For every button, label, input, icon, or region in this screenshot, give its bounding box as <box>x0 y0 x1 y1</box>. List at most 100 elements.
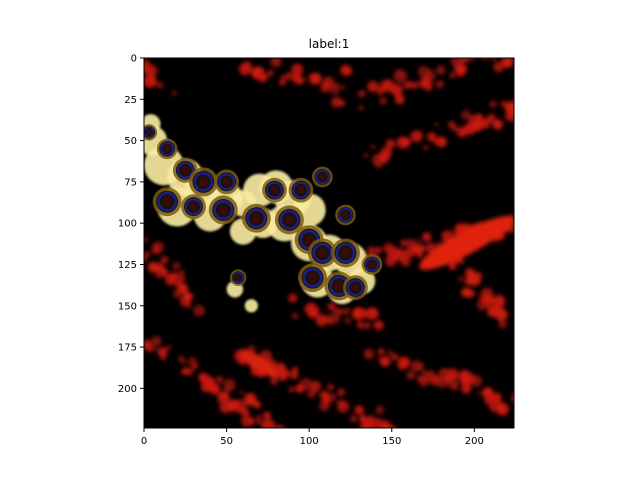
texture-speck <box>315 314 328 327</box>
spot-core <box>218 173 236 191</box>
spot-center <box>218 205 228 215</box>
texture-speck <box>138 331 142 335</box>
texture-speck <box>144 252 148 263</box>
texture-speck <box>436 136 447 148</box>
texture-speck <box>322 81 329 88</box>
texture-speck <box>499 304 504 309</box>
texture-speck <box>344 307 350 314</box>
texture-speck <box>380 146 392 159</box>
texture-speck <box>274 425 285 428</box>
texture-speck <box>267 69 274 77</box>
texture-speck <box>363 321 371 330</box>
texture-speck <box>359 105 364 110</box>
red-texture-layer <box>138 51 528 428</box>
texture-speck <box>256 419 262 425</box>
x-tick-label: 150 <box>382 436 401 447</box>
texture-speck <box>171 90 177 96</box>
texture-speck <box>492 119 503 130</box>
texture-speck <box>416 238 421 244</box>
texture-speck <box>281 74 286 79</box>
texture-speck <box>310 311 317 318</box>
spot-center <box>284 215 294 225</box>
texture-speck <box>460 382 472 394</box>
texture-speck <box>501 58 514 69</box>
texture-speck <box>309 72 322 85</box>
texture-speck <box>379 96 387 105</box>
texture-speck <box>331 96 342 108</box>
spot-center <box>317 248 328 258</box>
spot-core <box>315 169 330 185</box>
spot-center <box>189 202 198 211</box>
spot-center <box>181 166 190 175</box>
texture-speck <box>423 145 429 151</box>
texture-speck <box>508 58 512 59</box>
texture-speck <box>495 308 508 321</box>
texture-speck <box>514 391 524 401</box>
texture-speck <box>421 369 426 375</box>
texture-speck <box>493 61 505 73</box>
texture-speck <box>291 312 299 320</box>
spot-center <box>163 145 171 153</box>
texture-speck <box>438 367 452 381</box>
highlight-blob <box>244 299 258 313</box>
texture-speck <box>327 383 334 391</box>
texture-speck <box>345 68 353 76</box>
texture-speck <box>449 72 456 79</box>
texture-speck <box>373 320 384 331</box>
texture-speck <box>288 386 295 393</box>
texture-speck <box>509 116 514 123</box>
texture-speck <box>152 346 157 352</box>
texture-speck <box>157 347 165 355</box>
texture-speck <box>278 78 287 86</box>
texture-speck <box>424 83 433 91</box>
spot-layer <box>144 124 383 301</box>
texture-speck <box>201 375 215 389</box>
texture-speck <box>460 58 465 60</box>
spot-core <box>232 271 244 284</box>
texture-speck <box>243 393 257 407</box>
texture-speck <box>451 125 459 132</box>
texture-speck <box>285 72 294 81</box>
y-tick-label: 75 <box>124 177 137 188</box>
texture-speck <box>378 348 385 355</box>
texture-speck <box>480 287 494 301</box>
texture-speck <box>156 81 164 89</box>
texture-speck <box>520 395 528 403</box>
y-tick-label: 200 <box>118 384 137 395</box>
texture-speck <box>243 60 252 69</box>
texture-speck <box>291 63 304 76</box>
texture-speck <box>178 355 184 362</box>
y-tick-label: 150 <box>118 301 137 312</box>
spot-center <box>162 197 172 207</box>
texture-speck <box>461 287 472 298</box>
texture-speck <box>306 390 316 399</box>
spot-core <box>193 171 214 192</box>
texture-speck <box>310 380 322 392</box>
image-heatmap <box>138 51 528 428</box>
y-tick-label: 0 <box>131 54 137 65</box>
spot-center <box>235 275 241 281</box>
texture-speck <box>327 393 337 403</box>
texture-speck <box>144 59 151 70</box>
axes-frame <box>143 57 515 429</box>
texture-speck <box>436 65 446 75</box>
texture-speck <box>435 79 444 89</box>
spot-center <box>222 177 231 186</box>
texture-speck <box>375 405 385 415</box>
texture-speck <box>387 247 401 261</box>
texture-speck <box>463 51 469 57</box>
texture-speck <box>291 366 299 374</box>
texture-speck <box>270 377 279 386</box>
x-tick-label: 100 <box>300 436 319 447</box>
texture-speck <box>417 375 422 381</box>
texture-speck <box>485 116 491 122</box>
texture-speck <box>377 90 382 95</box>
spot-center <box>307 273 318 283</box>
texture-speck <box>376 154 382 160</box>
texture-speck <box>403 80 413 90</box>
texture-speck <box>489 100 497 108</box>
texture-speck <box>394 94 405 105</box>
texture-speck <box>465 268 475 278</box>
spot-center <box>198 177 209 187</box>
spot-center <box>251 213 261 223</box>
